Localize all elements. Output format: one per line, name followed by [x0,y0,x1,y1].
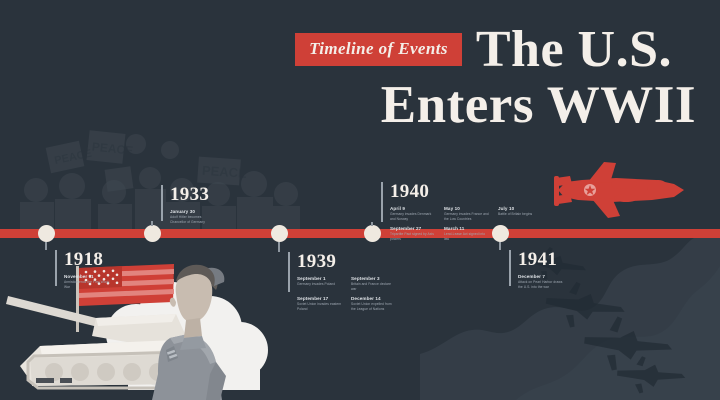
event-date: July 10 [498,206,515,211]
entry-year: 1918 [64,249,104,270]
event-item: November 11 Armistice ends the First Worl… [64,274,112,289]
event-description: Germany invades Poland [297,282,336,287]
event-description: Tripartite Pact signed by Axis powers [390,232,434,241]
event-description: Battle of Britain begins [498,212,533,217]
timeline-dot-icon [363,225,381,242]
event-description: Soviet Union expelled from the League of… [351,302,392,311]
cloud-bank-shape [420,236,720,400]
timeline-dot-icon [37,225,55,242]
event-description: Germany invades Denmark and Norway [390,212,432,221]
svg-text:PEACE: PEACE [201,163,247,181]
svg-text:PEACE: PEACE [91,140,134,158]
timeline-dot-icon [143,225,161,242]
entry-rule [509,250,511,286]
event-description: Lend-Lease Act signed into law [444,232,486,241]
svg-text:PEACE: PEACE [53,147,93,167]
timeline-entry-1940[interactable]: 1940 April 9 Germany invades Denmark and N… [381,182,546,241]
timeline-connector-line [499,241,501,250]
event-item: September 3 Britain and France declare wa… [351,276,399,291]
event-item: March 11 Lend-Lease Act signed into law [444,226,492,241]
entry-rule [55,250,57,286]
timeline-dot-icon [270,225,288,242]
event-item: December 7 Attack on Pearl Harbor draws t… [518,274,566,289]
event-description: Attack on Pearl Harbor draws the U.S. in… [518,280,563,289]
page-title-line-2: Enters WWII [380,76,696,135]
red-bomber-plane-icon [554,162,684,218]
timeline-entry-1933[interactable]: 1933 January 30 Adolf Hitler becomes Chanc… [161,185,218,224]
event-item: May 10 Germany invades France and the Low… [444,206,492,221]
event-item: July 10 Battle of Britain begins [498,206,546,221]
event-item: January 30 Adolf Hitler becomes Chancello… [170,209,218,224]
page-title-line-1: The U.S. [475,21,672,78]
page-header: Timeline of Events The U.S. Enters WWII [0,21,720,135]
timeline-entry-1941[interactable]: 1941 December 7 Attack on Pearl Harbor dra… [509,250,566,289]
event-item: September 27 Tripartite Pact signed by Ax… [390,226,438,241]
timeline-connector-line [45,241,47,250]
event-date: December 14 [351,296,381,302]
entry-rule [288,252,290,292]
female-soldier-photo [152,264,226,400]
entry-rule [381,182,383,222]
event-date: November 11 [64,274,94,279]
timeline-dot-icon [491,225,509,242]
timeline-entry-1918[interactable]: 1918 November 11 Armistice ends the First … [55,250,112,289]
event-date: December 7 [518,274,546,279]
event-description: Germany invades France and the Low Count… [444,212,489,221]
timeline-connector-line [278,241,280,252]
event-description: Britain and France declare war [351,282,391,291]
entry-event-grid: January 30 Adolf Hitler becomes Chancello… [170,209,218,224]
kicker-badge: Timeline of Events [295,33,462,67]
smoke-cloud-shape [106,282,268,390]
entry-year: 1940 [390,181,430,202]
event-item: September 17 Soviet Union invades eastern… [297,296,345,311]
event-date: September 1 [297,276,326,281]
event-date: May 10 [444,206,460,211]
entry-rule [161,185,163,221]
event-date: April 9 [390,206,405,211]
timeline-bar [0,229,720,238]
entry-year: 1941 [518,249,558,270]
kicker-row: Timeline of Events The U.S. [0,21,720,78]
event-item: December 14 Soviet Union expelled from th… [351,296,399,311]
timeline-entry-1939[interactable]: 1939 September 1 Germany invades Poland Sep… [288,252,399,311]
entry-year: 1933 [170,184,210,205]
event-date: January 30 [170,209,196,214]
entry-event-grid: April 9 Germany invades Denmark and Norwa… [390,206,546,241]
event-date: September 27 [390,226,422,232]
timeline-connector-line [371,222,373,226]
tank-illustration [6,296,196,390]
entry-event-grid: December 7 Attack on Pearl Harbor draws t… [518,274,566,289]
event-item: April 9 Germany invades Denmark and Norwa… [390,206,438,221]
event-item: September 1 Germany invades Poland [297,276,345,291]
peace-protest-crowd-photo: PEACE PEACE PEACE [20,130,300,233]
event-description: Soviet Union invades eastern Poland [297,302,342,311]
entry-year: 1939 [297,251,337,272]
event-description: Adolf Hitler becomes Chancellor of Germa… [170,215,205,224]
timeline-connector-line [151,221,153,226]
event-date: March 11 [444,226,465,232]
event-description: Armistice ends the First World War [64,280,110,289]
event-date: September 17 [297,296,329,302]
event-date: September 3 [351,276,380,281]
entry-event-grid: November 11 Armistice ends the First Worl… [64,274,112,289]
entry-event-grid: September 1 Germany invades Poland Septemb… [297,276,399,311]
